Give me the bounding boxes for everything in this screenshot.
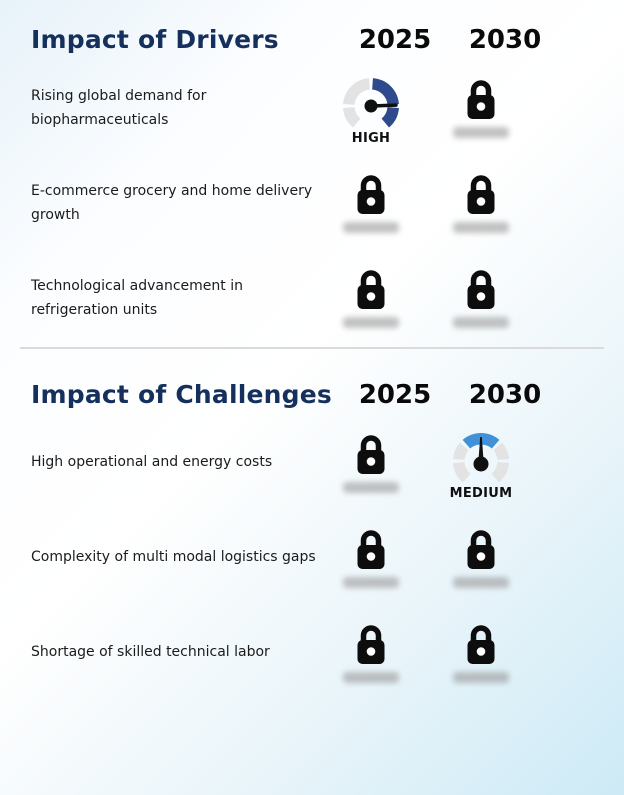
impact-level-label: HIGH [351,131,391,146]
impact-cell-2030 [426,250,536,328]
year-header-2030: 2030 [468,380,542,410]
lock-icon [349,621,393,667]
table-row: Technological advancement in refrigerati… [0,250,624,345]
redacted-value-blur [453,222,509,233]
redacted-value-blur [343,317,399,328]
row-label: High operational and energy costs [31,454,273,470]
lock-icon [349,526,393,572]
lock-icon [459,76,503,122]
redacted-value-blur [453,672,509,683]
row-label: Complexity of multi modal logistics gaps [31,549,316,565]
redacted-value-blur [343,482,399,493]
row-label: Technological advancement in refrigerati… [31,278,243,318]
row-label: Rising global demand for biopharmaceutic… [31,88,207,128]
lock-icon [459,621,503,667]
row-label: Shortage of skilled technical labor [31,644,270,660]
redacted-value-blur [343,222,399,233]
gauge-icon [449,431,513,485]
impact-cell-2025 [316,605,426,683]
section-divider [20,347,604,349]
section-title-challenges: Impact of Challenges [31,380,332,409]
lock-icon [459,266,503,312]
table-row: E-commerce grocery and home delivery gro… [0,155,624,250]
impact-level-label: MEDIUM [449,486,513,501]
impact-cell-2025 [316,510,426,588]
impact-cell-2025 [316,250,426,328]
table-row: Complexity of multi modal logistics gaps [0,510,624,605]
year-header-2030: 2030 [468,25,542,55]
year-header-2025: 2025 [358,380,432,410]
impact-cell-2030 [426,155,536,233]
impact-cell-2025 [316,155,426,233]
section-title-drivers: Impact of Drivers [31,25,279,54]
impact-cell-2030 [426,510,536,588]
redacted-value-blur [453,127,509,138]
table-row: High operational and energy costs MEDIUM [0,415,624,510]
lock-icon [349,266,393,312]
row-label: E-commerce grocery and home delivery gro… [31,183,313,223]
impact-cell-2030 [426,605,536,683]
redacted-value-blur [453,317,509,328]
impact-cell-2030: MEDIUM [426,415,536,501]
year-header-2025: 2025 [358,25,432,55]
table-row: Rising global demand for biopharmaceutic… [0,60,624,155]
section-drivers: Impact of Drivers 2025 2030 Rising globa… [0,0,624,345]
redacted-value-blur [453,577,509,588]
impact-cell-2030 [426,60,536,138]
gauge-icon [339,76,403,130]
redacted-value-blur [343,577,399,588]
lock-icon [349,431,393,477]
table-row: Shortage of skilled technical labor [0,605,624,700]
impact-cell-2025 [316,415,426,493]
lock-icon [459,526,503,572]
lock-icon [349,171,393,217]
impact-cell-2025: HIGH [316,60,426,146]
section-challenges: Impact of Challenges 2025 2030 High oper… [0,349,624,700]
drivers-header-row: Impact of Drivers 2025 2030 [0,0,624,60]
challenges-header-row: Impact of Challenges 2025 2030 [0,349,624,415]
lock-icon [459,171,503,217]
redacted-value-blur [343,672,399,683]
